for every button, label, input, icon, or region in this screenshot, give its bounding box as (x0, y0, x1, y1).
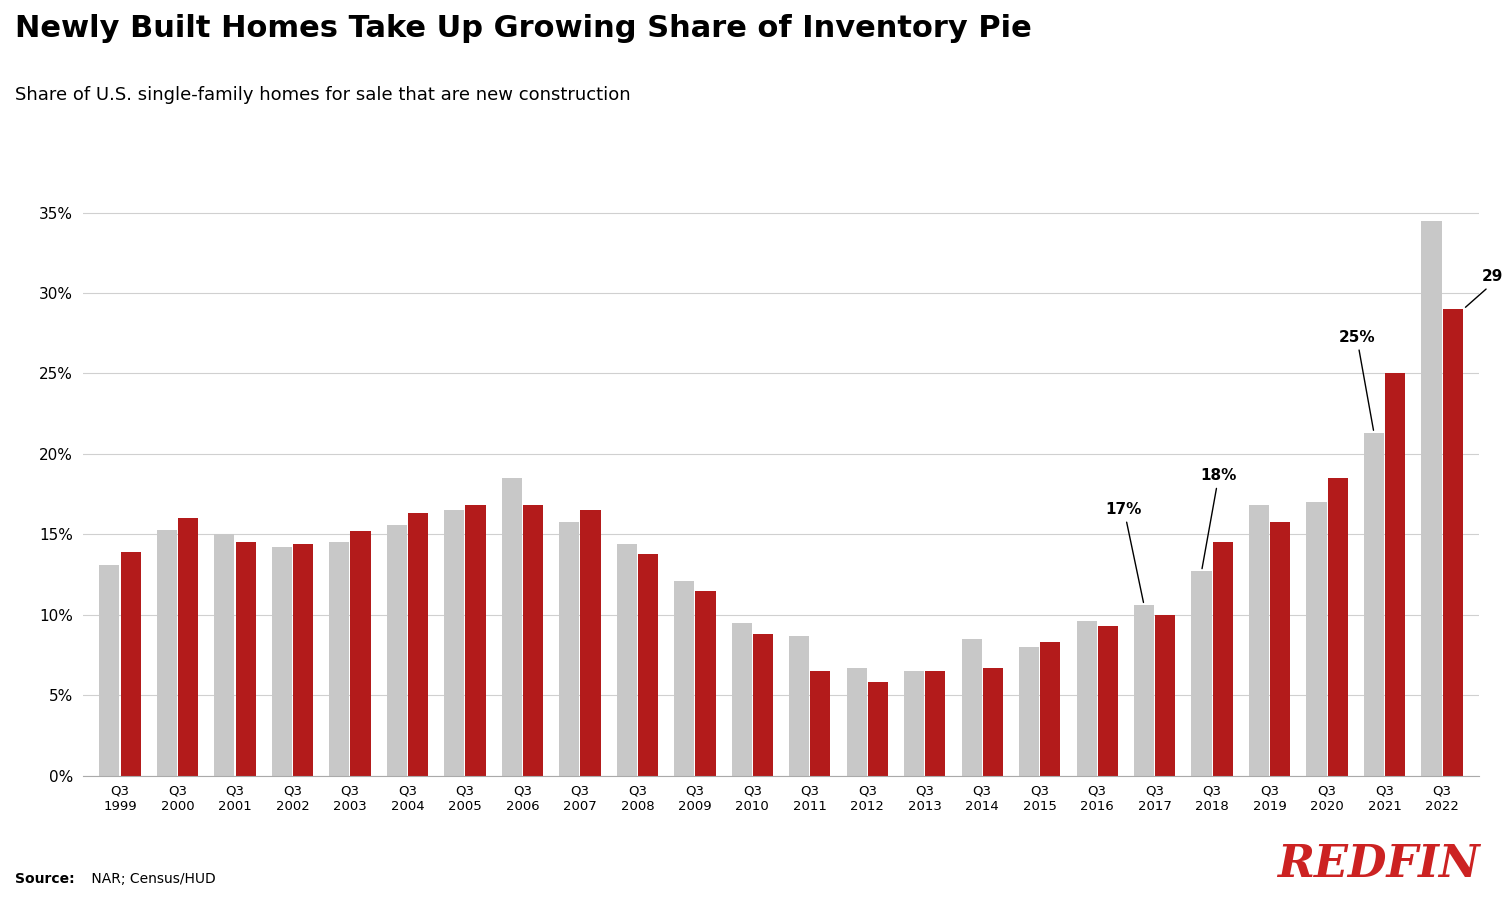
Bar (811, 671, 831, 776)
Bar (753, 634, 774, 776)
Bar (1041, 642, 1060, 776)
Bar (1018, 647, 1039, 776)
Bar (1271, 521, 1290, 776)
Bar (789, 636, 810, 776)
Bar (1134, 605, 1154, 776)
Bar (1077, 621, 1096, 776)
Bar (1212, 542, 1233, 776)
Bar (961, 639, 982, 776)
Text: REDFIN: REDFIN (1277, 842, 1479, 886)
Text: Source:: Source: (15, 871, 75, 886)
Bar (120, 552, 141, 776)
Bar (1307, 502, 1326, 776)
Bar (156, 529, 177, 776)
Bar (502, 478, 521, 776)
Bar (293, 544, 312, 776)
Bar (1191, 571, 1212, 776)
Bar (982, 667, 1003, 776)
Bar (731, 623, 751, 776)
Bar (904, 671, 924, 776)
Bar (559, 521, 580, 776)
Text: Newly Built Homes Take Up Growing Share of Inventory Pie: Newly Built Homes Take Up Growing Share … (15, 14, 1032, 42)
Bar (1098, 626, 1117, 776)
Bar (847, 667, 867, 776)
Bar (99, 565, 119, 776)
Text: 25%: 25% (1338, 329, 1374, 430)
Bar (272, 548, 291, 776)
Bar (350, 531, 371, 776)
Bar (179, 519, 198, 776)
Bar (409, 513, 428, 776)
Bar (925, 671, 945, 776)
Bar (445, 511, 464, 776)
Bar (1250, 505, 1269, 776)
Bar (868, 683, 888, 776)
Bar (1443, 309, 1463, 776)
Bar (1421, 221, 1442, 776)
Bar (1328, 478, 1347, 776)
Bar (1385, 373, 1406, 776)
Bar (617, 544, 637, 776)
Bar (1364, 433, 1383, 776)
Bar (638, 554, 658, 776)
Bar (466, 505, 485, 776)
Text: Share of U.S. single-family homes for sale that are new construction: Share of U.S. single-family homes for sa… (15, 86, 631, 104)
Bar (523, 505, 544, 776)
Bar (580, 511, 601, 776)
Bar (215, 534, 234, 776)
Text: 18%: 18% (1200, 468, 1238, 568)
Text: 17%: 17% (1105, 502, 1143, 603)
Text: NAR; Census/HUD: NAR; Census/HUD (87, 871, 216, 886)
Bar (329, 542, 350, 776)
Bar (1155, 615, 1176, 776)
Text: 29%: 29% (1466, 270, 1502, 308)
Bar (236, 542, 255, 776)
Bar (386, 525, 407, 776)
Bar (695, 591, 715, 776)
Bar (674, 581, 694, 776)
